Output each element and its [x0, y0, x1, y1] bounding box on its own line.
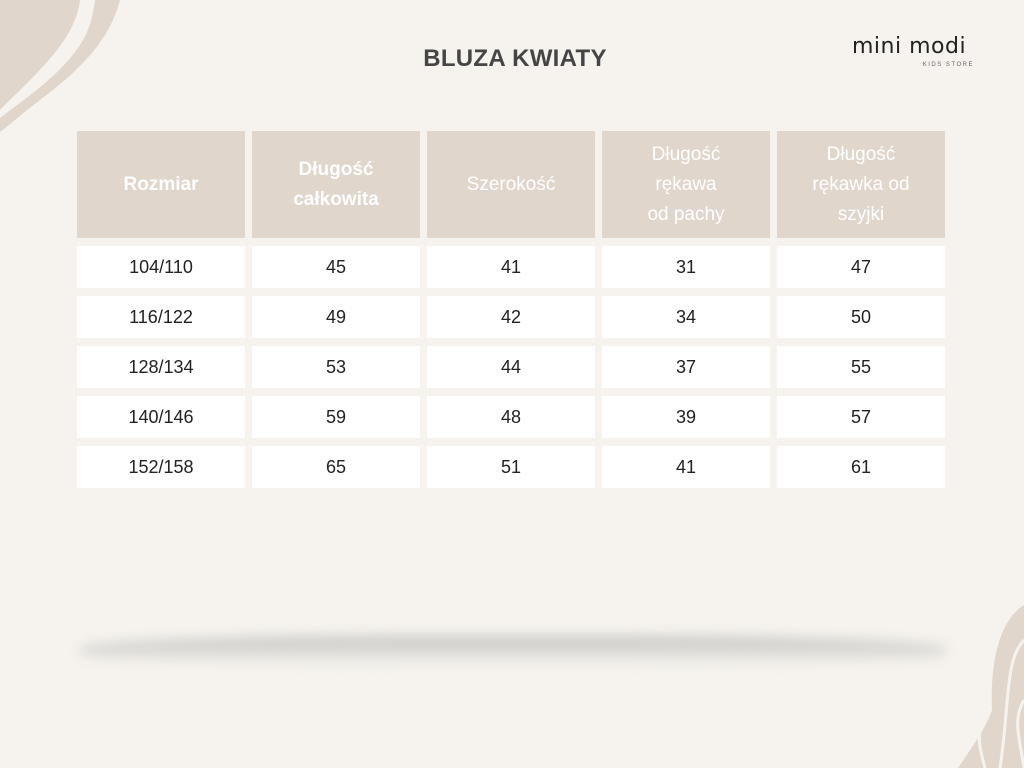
table-cell: 41	[602, 446, 770, 488]
table-row: 140/146 59 48 39 57	[77, 396, 945, 438]
table-cell: 116/122	[77, 296, 245, 338]
page-title: BLUZA KWIATY	[423, 45, 607, 72]
table-cell: 41	[427, 246, 595, 288]
table-cell: 53	[252, 346, 420, 388]
table-cell: 49	[252, 296, 420, 338]
table-cell: 50	[777, 296, 945, 338]
table-cell: 31	[602, 246, 770, 288]
table-row: 152/158 65 51 41 61	[77, 446, 945, 488]
table-row: 128/134 53 44 37 55	[77, 346, 945, 388]
table-cell: 57	[777, 396, 945, 438]
logo-subtext: KIDS STORE	[922, 62, 974, 68]
header-size: Rozmiar	[77, 131, 245, 238]
header-total-length: Długość całkowita	[252, 131, 420, 238]
table-cell: 59	[252, 396, 420, 438]
table-cell: 55	[777, 346, 945, 388]
table-cell: 42	[427, 296, 595, 338]
header-sleeve-from-neck: Długość rękawka od szyjki	[777, 131, 945, 238]
table-cell: 65	[252, 446, 420, 488]
table-cell: 128/134	[77, 346, 245, 388]
header-sleeve-from-armpit: Długość rękawa od pachy	[602, 131, 770, 238]
header-width: Szerokość	[427, 131, 595, 238]
table-row: 116/122 49 42 34 50	[77, 296, 945, 338]
table-cell: 51	[427, 446, 595, 488]
table-cell: 45	[252, 246, 420, 288]
table-cell: 61	[777, 446, 945, 488]
leaf-decoration-bottom-right	[958, 605, 1024, 768]
table-cell: 44	[427, 346, 595, 388]
table-cell: 37	[602, 346, 770, 388]
table-cell: 152/158	[77, 446, 245, 488]
table-shadow	[80, 636, 946, 666]
table-header-row: Rozmiar Długość całkowita Szerokość Dług…	[77, 131, 945, 238]
logo: mini modi KIDS STORE	[852, 34, 988, 69]
table-cell: 34	[602, 296, 770, 338]
leaf-decoration-top-left	[0, 0, 120, 132]
table-cell: 140/146	[77, 396, 245, 438]
table-cell: 47	[777, 246, 945, 288]
table-body: 104/110 45 41 31 47 116/122 49 42 34 50 128/134 53 4…	[77, 246, 945, 488]
size-table: Rozmiar Długość całkowita Szerokość Dług…	[77, 131, 945, 496]
table-cell: 39	[602, 396, 770, 438]
table-row: 104/110 45 41 31 47	[77, 246, 945, 288]
logo-text: mini modi	[852, 34, 967, 59]
table-cell: 48	[427, 396, 595, 438]
table-cell: 104/110	[77, 246, 245, 288]
